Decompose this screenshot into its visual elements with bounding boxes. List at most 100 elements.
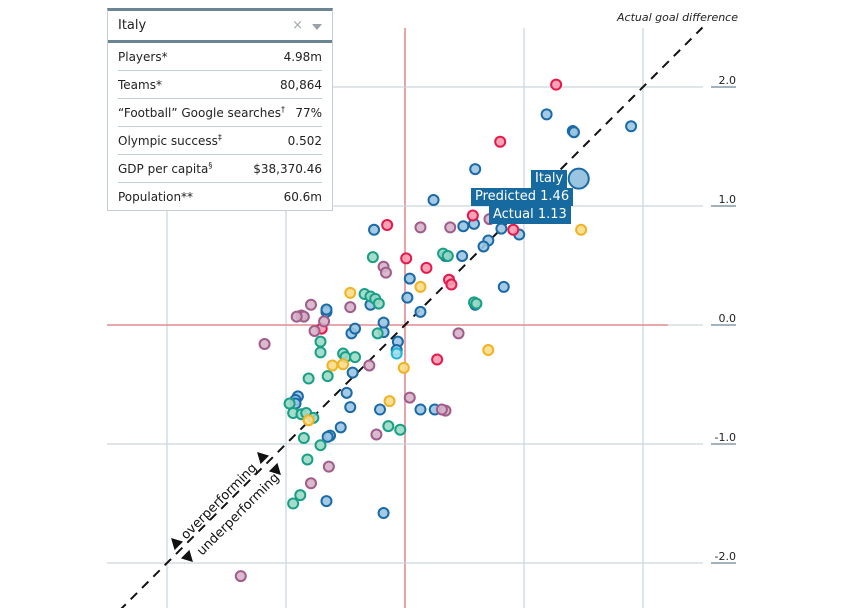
footnote-marker: ‡ [217, 133, 222, 142]
data-point-blue [540, 108, 553, 121]
highlight-tooltip-actual: Actual 1.13 [489, 206, 571, 224]
stat-label: “Football” Google searches† [118, 105, 286, 120]
country-selector[interactable]: Italy × [108, 11, 332, 43]
data-point-red [550, 78, 563, 91]
data-point-yellow [302, 414, 315, 427]
arrow-down-icon [180, 549, 193, 562]
data-point-teal [470, 297, 483, 310]
data-point-yellow [383, 395, 396, 408]
stat-label: Teams* [118, 77, 162, 92]
data-point-blue [456, 249, 469, 262]
data-point-cyan [390, 347, 403, 360]
footnote-marker: † [281, 105, 286, 114]
data-point-blue [349, 322, 362, 335]
data-point-purple [234, 570, 247, 583]
stat-label: Olympic success‡ [118, 133, 222, 148]
data-point-red [381, 219, 394, 232]
data-point-teal [294, 489, 307, 502]
data-point-teal [314, 335, 327, 348]
data-point-teal [314, 346, 327, 359]
stat-value: 4.98m [283, 49, 322, 64]
data-point-blue [346, 366, 359, 379]
stat-label: Players* [118, 49, 168, 64]
highlight-tooltip-name: Italy [531, 170, 568, 188]
data-point-purple [435, 403, 448, 416]
stat-row: Teams* 80,864 [118, 71, 322, 99]
data-point-teal [321, 370, 334, 383]
data-point-blue [495, 222, 508, 235]
data-point-purple [304, 298, 317, 311]
stat-row: Olympic success‡ 0.502 [118, 127, 322, 155]
stat-row: “Football” Google searches† 77% [118, 99, 322, 127]
data-point-teal [283, 397, 296, 410]
data-point-blue [625, 120, 638, 133]
data-point-blue [374, 403, 387, 416]
stat-value: 80,864 [280, 77, 322, 92]
data-point-teal [302, 372, 315, 385]
y-tick-label: -1.0 [715, 431, 736, 444]
stat-value: 0.502 [287, 133, 322, 148]
data-point-purple [403, 391, 416, 404]
data-point-purple [363, 359, 376, 372]
y-tick-label: 0.0 [719, 312, 737, 325]
data-point-blue [320, 303, 333, 316]
clear-icon[interactable]: × [292, 18, 303, 33]
arrow-up-icon [171, 538, 184, 551]
y-tick-label: 2.0 [719, 74, 737, 87]
data-point-purple [290, 310, 303, 323]
y-tick-label: -2.0 [715, 550, 736, 563]
data-point-yellow [575, 223, 588, 236]
chevron-down-icon[interactable] [312, 23, 322, 30]
data-point-red [420, 261, 433, 274]
data-point-purple [304, 477, 317, 490]
data-point-teal [394, 423, 407, 436]
data-point-teal [314, 439, 327, 452]
data-point-teal [366, 251, 379, 264]
highlight-tooltip-predicted: Predicted 1.46 [471, 188, 574, 206]
footnote-marker: § [208, 161, 213, 170]
data-point-purple [452, 327, 465, 340]
data-point-blue [457, 220, 470, 233]
data-point-blue [321, 430, 334, 443]
data-point-blue [497, 280, 510, 293]
stat-row: Population** 60.6m [118, 183, 322, 210]
data-point-red [466, 209, 479, 222]
data-point-purple [318, 315, 331, 328]
data-point-red [431, 353, 444, 366]
arrow-up-icon [257, 452, 270, 465]
stat-label: GDP per capita§ [118, 161, 213, 176]
data-point-blue [469, 163, 482, 176]
highlighted-point-italy[interactable] [567, 167, 590, 190]
data-point-blue [334, 421, 347, 434]
stat-label: Population** [118, 189, 194, 204]
data-point-red [507, 223, 520, 236]
data-point-red [445, 278, 458, 291]
data-point-teal [301, 453, 314, 466]
performance-labels: overperforming underperforming [171, 452, 283, 562]
data-point-yellow [397, 361, 410, 374]
data-point-yellow [326, 359, 339, 372]
data-point-purple [308, 324, 321, 337]
data-point-purple [414, 221, 427, 234]
data-point-purple [444, 221, 457, 234]
data-point-purple [344, 301, 357, 314]
data-point-teal [297, 432, 310, 445]
stat-value: 60.6m [283, 189, 322, 204]
arrow-down-icon [268, 462, 281, 475]
data-point-blue [368, 223, 381, 236]
data-point-teal [372, 297, 385, 310]
data-point-blue [377, 507, 390, 520]
data-point-blue [320, 495, 333, 508]
data-point-purple [379, 266, 392, 279]
data-point-blue [401, 291, 414, 304]
data-point-teal [371, 327, 384, 340]
data-point-blue [427, 194, 440, 207]
country-stats-panel: Italy × Players* 4.98m Teams* 80,864 “Footba… [107, 8, 333, 211]
data-point-blue [344, 401, 357, 414]
y-axis-ticks: 2.0 1.0 0.0 -1.0 -2.0 [711, 74, 737, 564]
points-layer [234, 78, 638, 583]
data-point-blue [377, 316, 390, 329]
data-point-teal [349, 351, 362, 364]
data-point-blue [414, 403, 427, 416]
data-point-blue [403, 272, 416, 285]
